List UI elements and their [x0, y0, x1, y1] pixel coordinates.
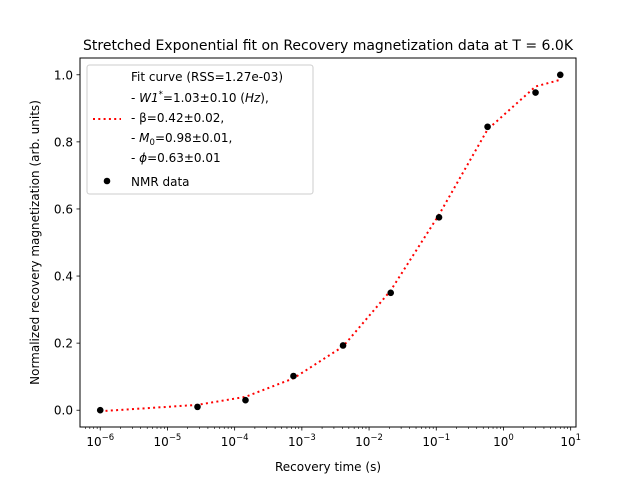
data-point — [435, 214, 443, 221]
chart-title: Stretched Exponential fit on Recovery ma… — [83, 38, 574, 54]
legend-fit-text: - M0=0.98±0.01, — [131, 131, 232, 148]
y-tick-label: 0.0 — [54, 404, 73, 418]
fit-curve-series — [100, 78, 561, 413]
data-point — [484, 123, 491, 131]
data-point — [194, 403, 201, 411]
x-tick-label: 10−2 — [355, 433, 383, 449]
nmr-data-series — [96, 71, 564, 414]
data-point — [556, 71, 564, 79]
legend-data-swatch — [103, 177, 111, 185]
x-tick-label: 10−4 — [221, 433, 249, 449]
data-point — [387, 289, 395, 297]
x-tick-label: 10−5 — [154, 433, 182, 449]
y-tick-label: 0.2 — [54, 337, 73, 351]
x-axis-ticks: 10−6 10−5 10−4 10−3 10−2 10−1 100 101 — [85, 427, 581, 449]
y-axis-label: Normalized recovery magnetization (arb. … — [28, 100, 42, 385]
data-point — [96, 406, 104, 414]
x-tick-label: 100 — [493, 433, 514, 449]
y-tick-label: 1.0 — [54, 68, 73, 82]
x-tick-label: 10−6 — [86, 433, 114, 449]
y-tick-label: 0.4 — [54, 270, 73, 284]
x-tick-label: 101 — [560, 433, 581, 449]
legend-fit-text: Fit curve (RSS=1.27e-03) — [131, 70, 283, 84]
legend: Fit curve (RSS=1.27e-03) - W1*=1.03±0.10 … — [86, 64, 314, 195]
legend-data-label: NMR data — [131, 175, 190, 189]
x-tick-label: 10−3 — [288, 433, 316, 449]
data-point — [339, 342, 347, 349]
x-axis-label: Recovery time (s) — [275, 460, 381, 474]
legend-box — [86, 64, 314, 195]
legend-fit-text: - ϕ=0.63±0.01 — [131, 151, 221, 165]
axes-frame — [79, 57, 577, 428]
legend-fit-text: - β=0.42±0.02, — [131, 111, 224, 125]
data-point — [532, 89, 539, 96]
x-tick-label: 10−1 — [422, 433, 450, 449]
legend-fit-text: - W1*=1.03±0.10 (Hz), — [131, 90, 269, 105]
y-axis-ticks: 0.0 0.2 0.4 0.6 0.8 1.0 — [54, 68, 80, 418]
y-tick-label: 0.6 — [54, 202, 73, 216]
data-point — [290, 372, 297, 380]
fit-curve-line — [100, 78, 561, 413]
y-tick-label: 0.8 — [54, 135, 73, 149]
data-point — [242, 396, 249, 404]
